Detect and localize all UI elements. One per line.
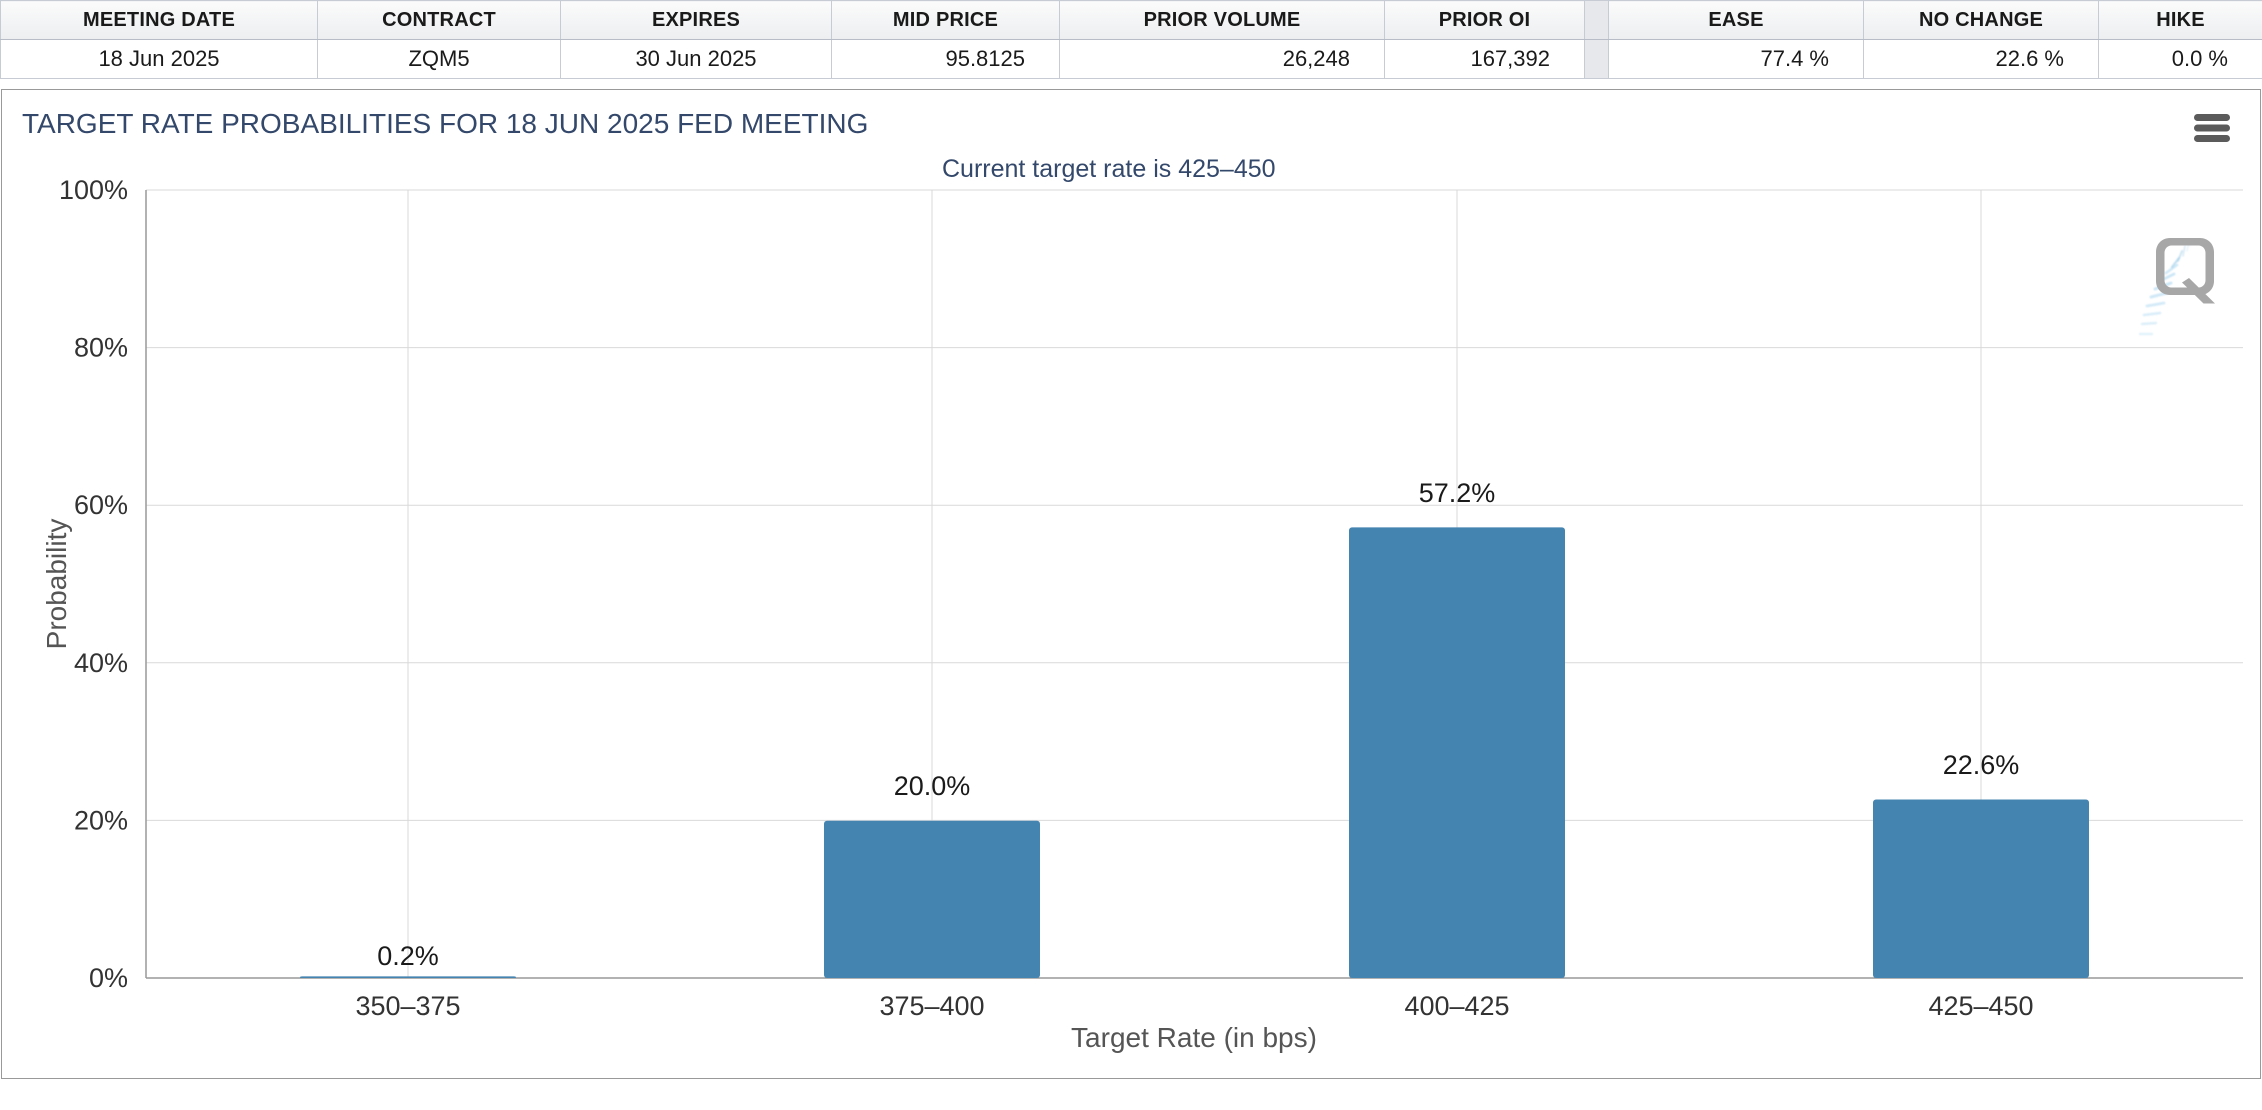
svg-text:400–425: 400–425: [1404, 991, 1509, 1021]
svg-text:20%: 20%: [74, 805, 128, 835]
svg-text:80%: 80%: [74, 333, 128, 363]
svg-text:22.6%: 22.6%: [1943, 750, 2020, 780]
svg-text:0%: 0%: [89, 963, 128, 993]
svg-text:350–375: 350–375: [355, 991, 460, 1021]
svg-text:57.2%: 57.2%: [1419, 478, 1496, 508]
svg-text:20.0%: 20.0%: [894, 771, 971, 801]
svg-text:Target Rate (in bps): Target Rate (in bps): [1071, 1022, 1317, 1053]
svg-text:60%: 60%: [74, 490, 128, 520]
svg-text:40%: 40%: [74, 648, 128, 678]
svg-text:425–450: 425–450: [1928, 991, 2033, 1021]
svg-text:100%: 100%: [59, 175, 128, 205]
svg-text:375–400: 375–400: [879, 991, 984, 1021]
svg-text:0.2%: 0.2%: [377, 941, 439, 971]
svg-text:Probability: Probability: [41, 519, 72, 650]
